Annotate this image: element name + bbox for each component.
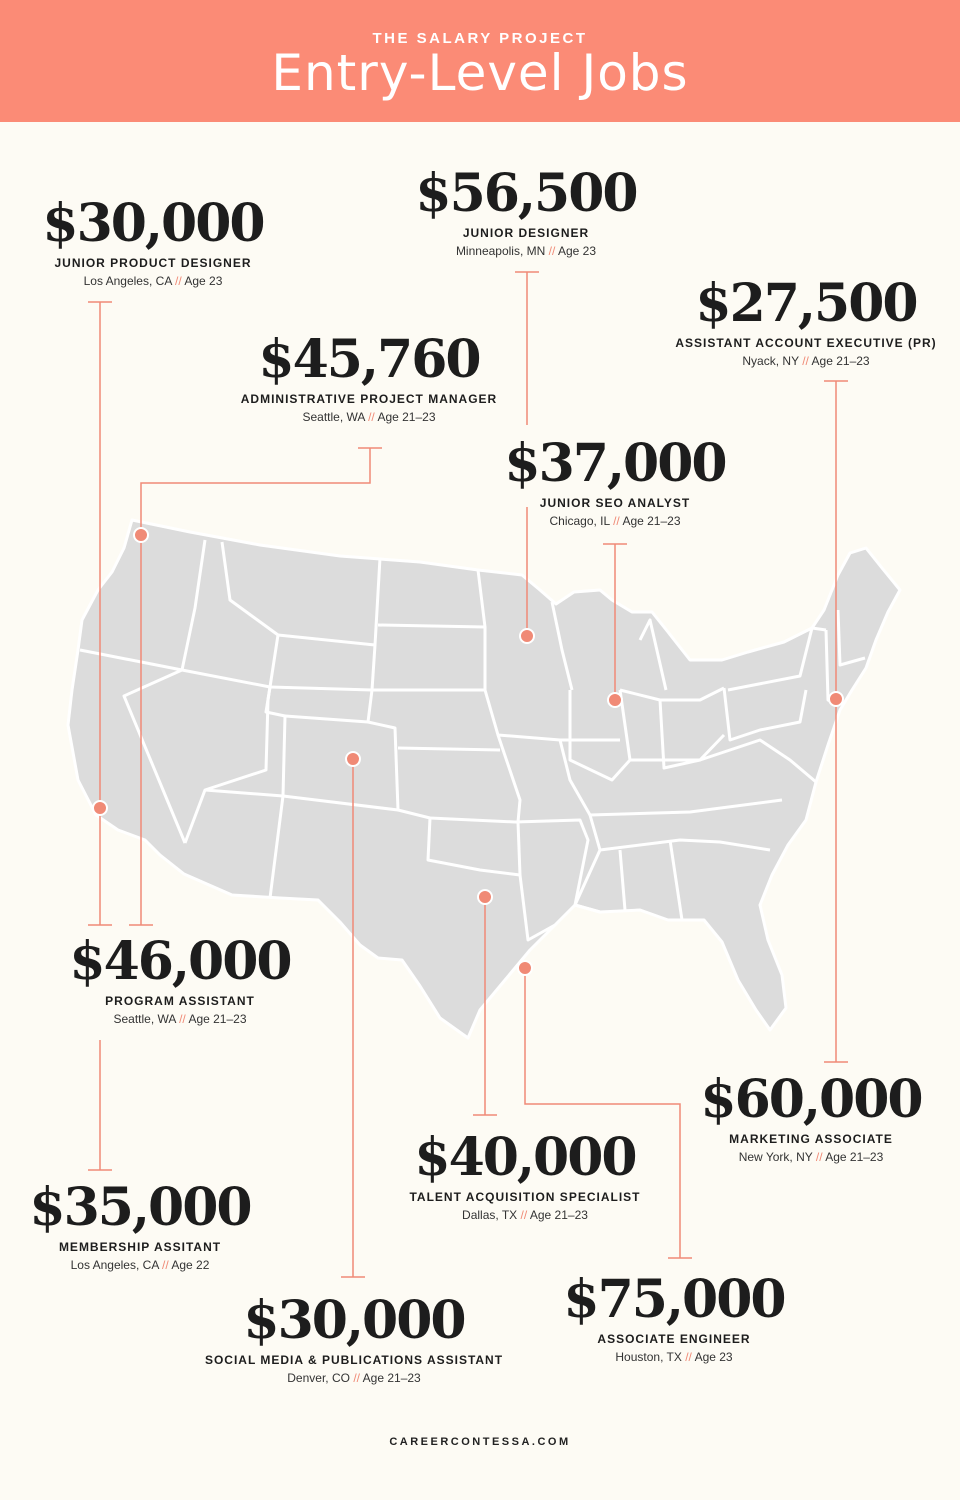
job-title: ASSOCIATE ENGINEER (597, 1332, 751, 1346)
job-age: Age 21–23 (362, 1371, 421, 1385)
separator: // (175, 274, 182, 288)
location-marker-minneapolis (519, 628, 535, 644)
leader-line (524, 968, 681, 1258)
location-marker-los-angeles (92, 800, 108, 816)
job-location: Chicago, IL // Age 21–23 (455, 514, 775, 528)
separator: // (815, 1150, 823, 1164)
job-title: MARKETING ASSOCIATE (729, 1132, 893, 1146)
separator: // (613, 514, 620, 528)
job-city: Seattle, WA (113, 1012, 176, 1026)
salary-amount: $75,000 (563, 1269, 786, 1330)
separator: // (179, 1012, 186, 1026)
job-title: JUNIOR PRODUCT DESIGNER (54, 256, 252, 270)
job-location: Houston, TX // Age 23 (514, 1350, 834, 1364)
job-title: JUNIOR DESIGNER (462, 226, 590, 240)
location-marker-seattle (133, 527, 149, 543)
footer-url: CAREERCONTESSA.COM (389, 1436, 571, 1448)
job-age: Age 21–23 (622, 514, 681, 528)
job-age: Age 23 (694, 1350, 733, 1364)
job-age: Age 21–23 (811, 354, 870, 368)
job-title: PROGRAM ASSISTANT (105, 994, 255, 1008)
state-borders (79, 539, 866, 942)
header-kicker: THE SALARY PROJECT (372, 30, 588, 47)
leader-line (140, 448, 371, 925)
job-location: New York, NY // Age 21–23 (651, 1150, 960, 1164)
salary-card-9: $30,000 SOCIAL MEDIA & PUBLICATIONS ASSI… (184, 1290, 524, 1386)
job-city: Seattle, WA (302, 410, 365, 424)
salary-amount: $30,000 (42, 193, 265, 254)
separator: // (548, 244, 556, 258)
job-city: Houston, TX (615, 1350, 682, 1364)
job-city: New York, NY (738, 1150, 813, 1164)
job-age: Age 21–23 (825, 1150, 884, 1164)
salary-card-8: $35,000 MEMBERSHIP ASSITANT Los Angeles,… (0, 1177, 300, 1273)
job-location: Denver, CO // Age 21–23 (184, 1371, 524, 1385)
salary-card-0: $30,000 JUNIOR PRODUCT DESIGNER Los Ange… (0, 193, 313, 289)
separator: // (162, 1258, 169, 1272)
salary-card-10: $75,000 ASSOCIATE ENGINEER Houston, TX /… (514, 1269, 834, 1365)
job-age: Age 21–23 (529, 1208, 588, 1222)
location-marker-chicago (607, 692, 623, 708)
job-city: Minneapolis, MN (455, 244, 546, 258)
page-title: Entry-Level Jobs (271, 44, 689, 102)
salary-card-3: $45,760 ADMINISTRATIVE PROJECT MANAGER S… (209, 329, 529, 425)
job-title: MEMBERSHIP ASSITANT (58, 1240, 222, 1254)
salary-amount: $46,000 (69, 931, 292, 992)
separator: // (368, 410, 375, 424)
job-city: Los Angeles, CA (70, 1258, 159, 1272)
job-location: Los Angeles, CA // Age 23 (0, 274, 313, 288)
salary-card-6: $60,000 MARKETING ASSOCIATE New York, NY… (651, 1069, 960, 1165)
separator: // (685, 1350, 692, 1364)
location-markers (92, 527, 844, 976)
salary-amount: $56,500 (415, 163, 638, 224)
leader-lines (88, 271, 848, 1278)
job-city: Denver, CO (287, 1371, 350, 1385)
separator: // (520, 1208, 528, 1222)
job-title: JUNIOR SEO ANALYST (539, 496, 691, 510)
job-location: Minneapolis, MN // Age 23 (366, 244, 686, 258)
salary-amount: $40,000 (414, 1127, 637, 1188)
job-age: Age 22 (171, 1258, 210, 1272)
salary-amount: $35,000 (29, 1177, 252, 1238)
job-age: Age 21–23 (377, 410, 436, 424)
header-banner: THE SALARY PROJECT Entry-Level Jobs (0, 0, 960, 122)
salary-amount: $45,760 (258, 329, 481, 390)
salary-card-5: $46,000 PROGRAM ASSISTANT Seattle, WA //… (20, 931, 340, 1027)
job-age: Age 23 (184, 274, 223, 288)
location-marker-new-york (828, 691, 844, 707)
job-location: Seattle, WA // Age 21–23 (20, 1012, 340, 1026)
location-marker-dallas (477, 889, 493, 905)
salary-amount: $27,500 (695, 273, 918, 334)
separator: // (353, 1371, 360, 1385)
job-location: Dallas, TX // Age 21–23 (365, 1208, 685, 1222)
job-city: Dallas, TX (462, 1208, 518, 1222)
salary-amount: $30,000 (243, 1290, 466, 1351)
job-title: SOCIAL MEDIA & PUBLICATIONS ASSISTANT (204, 1353, 504, 1367)
job-city: Chicago, IL (549, 514, 610, 528)
job-age: Age 23 (558, 244, 597, 258)
location-marker-denver (345, 751, 361, 767)
job-city: Los Angeles, CA (83, 274, 172, 288)
job-age: Age 21–23 (188, 1012, 247, 1026)
job-city: Nyack, NY (742, 354, 799, 368)
job-location: Seattle, WA // Age 21–23 (209, 410, 529, 424)
salary-amount: $60,000 (700, 1069, 923, 1130)
salary-card-1: $56,500 JUNIOR DESIGNER Minneapolis, MN … (366, 163, 686, 259)
job-title: ASSISTANT ACCOUNT EXECUTIVE (PR) (675, 336, 937, 350)
job-title: TALENT ACQUISITION SPECIALIST (409, 1190, 641, 1204)
salary-card-7: $40,000 TALENT ACQUISITION SPECIALIST Da… (365, 1127, 685, 1223)
job-title: ADMINISTRATIVE PROJECT MANAGER (240, 392, 498, 406)
salary-amount: $37,000 (504, 433, 727, 494)
location-marker-houston (517, 960, 533, 976)
separator: // (802, 354, 809, 368)
job-location: Los Angeles, CA // Age 22 (0, 1258, 300, 1272)
salary-card-4: $37,000 JUNIOR SEO ANALYST Chicago, IL /… (455, 433, 775, 529)
us-map-land (66, 518, 902, 1040)
salary-card-2: $27,500 ASSISTANT ACCOUNT EXECUTIVE (PR)… (636, 273, 960, 369)
job-location: Nyack, NY // Age 21–23 (636, 354, 960, 368)
